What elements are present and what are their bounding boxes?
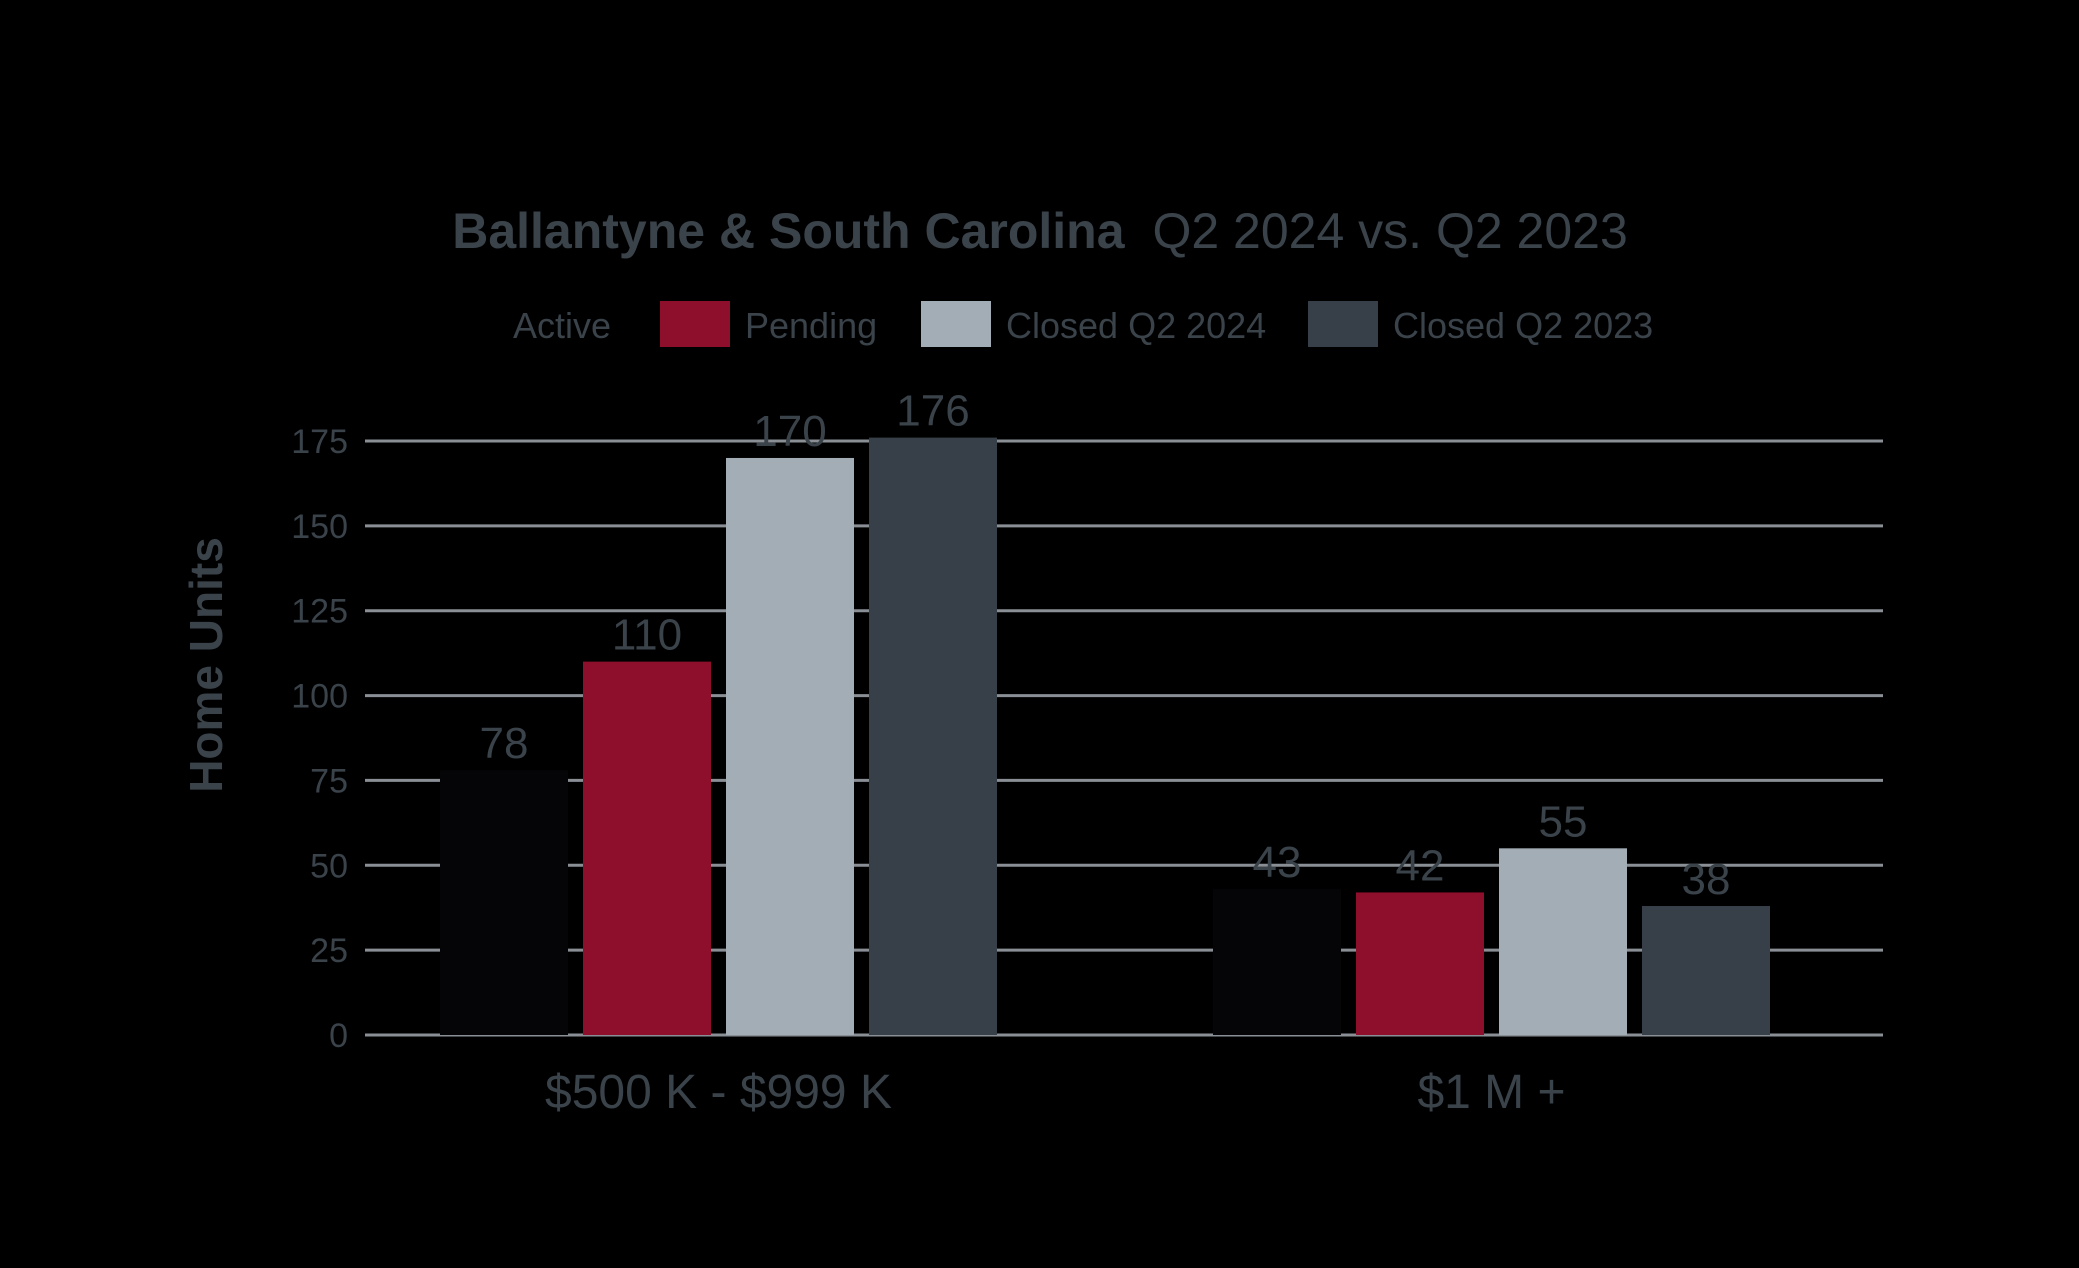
y-tick-label: 100 — [291, 678, 348, 716]
y-tick-label: 150 — [291, 508, 348, 546]
legend-label: Closed Q2 2023 — [1393, 305, 1653, 346]
bars — [440, 437, 1770, 1035]
legend-item-closed-q2-2024: Closed Q2 2024 — [921, 301, 1266, 347]
legend-item-closed-q2-2023: Closed Q2 2023 — [1308, 301, 1653, 347]
data-label-closed-q2-2023: 176 — [896, 387, 969, 436]
y-tick-label: 75 — [310, 762, 348, 800]
legend-swatch — [660, 301, 730, 347]
data-label-closed-q2-2024: 55 — [1539, 797, 1588, 846]
category-label: $500 K - $999 K — [545, 1066, 892, 1119]
bar-active — [1213, 889, 1341, 1035]
chart-title-bold: Ballantyne & South Carolina — [452, 203, 1126, 259]
legend-swatch — [1308, 301, 1378, 347]
bar-active — [440, 770, 568, 1035]
legend-item-active: Active — [513, 305, 611, 346]
bar-closed-q2-2024 — [1499, 848, 1627, 1035]
chart-legend: Active Pending Closed Q2 2024 Closed Q2 202… — [513, 301, 1653, 347]
legend-label: Pending — [745, 305, 877, 346]
legend-item-pending: Pending — [660, 301, 877, 347]
y-axis-label: Home Units — [180, 537, 232, 793]
y-tick-label: 125 — [291, 593, 348, 631]
chart-title-regular: Q2 2024 vs. Q2 2023 — [1152, 203, 1627, 259]
y-tick-label: 25 — [310, 932, 348, 970]
y-tick-label: 50 — [310, 847, 348, 885]
data-label-active: 78 — [480, 719, 529, 768]
data-label-closed-q2-2023: 38 — [1682, 855, 1731, 904]
bar-closed-q2-2024 — [726, 457, 854, 1035]
data-label-closed-q2-2024: 170 — [753, 407, 826, 456]
y-tick-label: 0 — [329, 1017, 348, 1055]
chart-title: Ballantyne & South Carolina Q2 2024 vs. … — [452, 203, 1628, 259]
data-label-active: 43 — [1253, 838, 1302, 887]
x-axis-categories: $500 K - $999 K $1 M + — [545, 1066, 1566, 1119]
bar-closed-q2-2023 — [1642, 906, 1770, 1035]
bar-closed-q2-2023 — [869, 437, 997, 1035]
data-label-pending: 42 — [1396, 841, 1445, 890]
bar-pending — [1356, 892, 1484, 1035]
legend-swatch — [921, 301, 991, 347]
data-label-pending: 110 — [612, 611, 682, 660]
category-label: $1 M + — [1417, 1066, 1565, 1119]
y-tick-label: 175 — [291, 423, 348, 461]
data-labels: 78 110 170 176 43 42 55 38 — [480, 387, 1731, 904]
legend-label: Closed Q2 2024 — [1006, 305, 1266, 346]
bar-pending — [583, 661, 711, 1035]
y-axis-ticks: 0 25 50 75 100 125 150 175 — [291, 423, 348, 1055]
legend-label: Active — [513, 305, 611, 346]
